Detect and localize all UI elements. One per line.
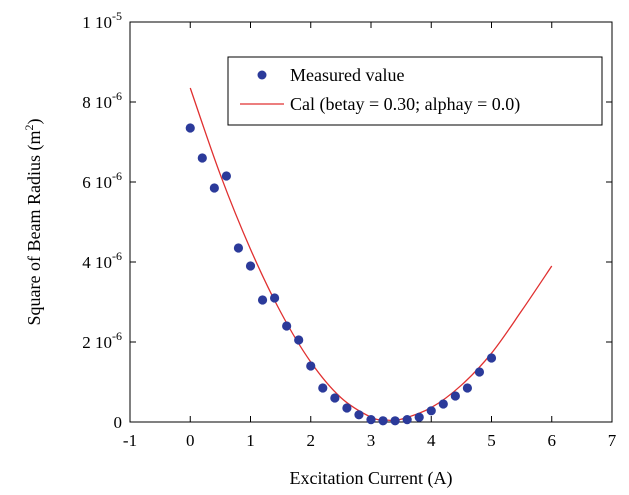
data-point: [245, 261, 256, 271]
legend: Measured value Cal (betay = 0.30; alphay…: [227, 56, 603, 126]
x-tick-label: 7: [608, 431, 617, 450]
data-point: [270, 293, 280, 303]
data-point: [474, 367, 485, 377]
data-point: [462, 383, 472, 393]
series-line-cal: [189, 87, 553, 422]
x-tick-label: 2: [307, 431, 316, 450]
y-tick-exponent: -6: [112, 329, 122, 343]
data-point: [390, 416, 400, 426]
y-tick-label: 1 10-5: [82, 9, 122, 32]
y-axis: 02 10-64 10-66 10-68 10-61 10-5: [82, 9, 612, 432]
data-point: [450, 391, 460, 401]
data-point: [318, 383, 328, 393]
legend-label-cal: Cal (betay = 0.30; alphay = 0.0): [290, 94, 520, 115]
legend-label-measured: Measured value: [290, 65, 404, 85]
data-point: [426, 406, 436, 416]
y-tick-label: 4 10-6: [82, 249, 122, 272]
x-tick-label: 4: [427, 431, 436, 450]
y-tick-exponent: -6: [112, 169, 122, 183]
y-tick-exponent: -6: [112, 249, 122, 263]
data-point: [366, 415, 376, 425]
y-tick-label: 8 10-6: [82, 89, 122, 112]
x-tick-label: 3: [367, 431, 376, 450]
data-point: [221, 171, 231, 181]
data-point: [342, 403, 352, 413]
data-point: [197, 153, 207, 163]
data-point: [257, 295, 268, 305]
y-tick-label: 2 10-6: [82, 329, 122, 352]
data-point: [378, 416, 388, 426]
data-point: [306, 361, 316, 371]
data-point: [354, 410, 364, 420]
data-point: [330, 393, 340, 403]
y-tick-mantissa: 2 10: [82, 333, 112, 352]
data-point: [185, 123, 195, 133]
y-tick-label: 0: [114, 413, 123, 432]
y-tick-mantissa: 0: [114, 413, 123, 432]
x-tick-label: -1: [123, 431, 137, 450]
y-axis-title: Square of Beam Radius (m2): [22, 119, 45, 326]
data-point: [402, 415, 412, 425]
y-tick-exponent: -5: [112, 9, 122, 23]
x-tick-label: 1: [246, 431, 255, 450]
data-point: [282, 321, 292, 331]
y-tick-mantissa: 8 10: [82, 93, 112, 112]
y-tick-mantissa: 6 10: [82, 173, 112, 192]
y-tick-exponent: -6: [112, 89, 122, 103]
data-point: [209, 183, 219, 193]
y-tick-label: 6 10-6: [82, 169, 122, 192]
x-tick-label: 6: [548, 431, 557, 450]
data-point: [294, 335, 304, 345]
x-tick-label: 5: [487, 431, 496, 450]
data-point: [414, 412, 424, 422]
y-tick-mantissa: 4 10: [82, 253, 112, 272]
x-axis-title: Excitation Current (A): [290, 468, 453, 489]
data-point: [438, 399, 448, 409]
legend-marker-measured: [257, 70, 267, 80]
data-point: [233, 243, 244, 253]
y-tick-mantissa: 1 10: [82, 13, 112, 32]
data-point: [486, 353, 497, 363]
series-points-measured: [185, 123, 497, 426]
legend-box: [227, 56, 603, 126]
x-tick-label: 0: [186, 431, 195, 450]
